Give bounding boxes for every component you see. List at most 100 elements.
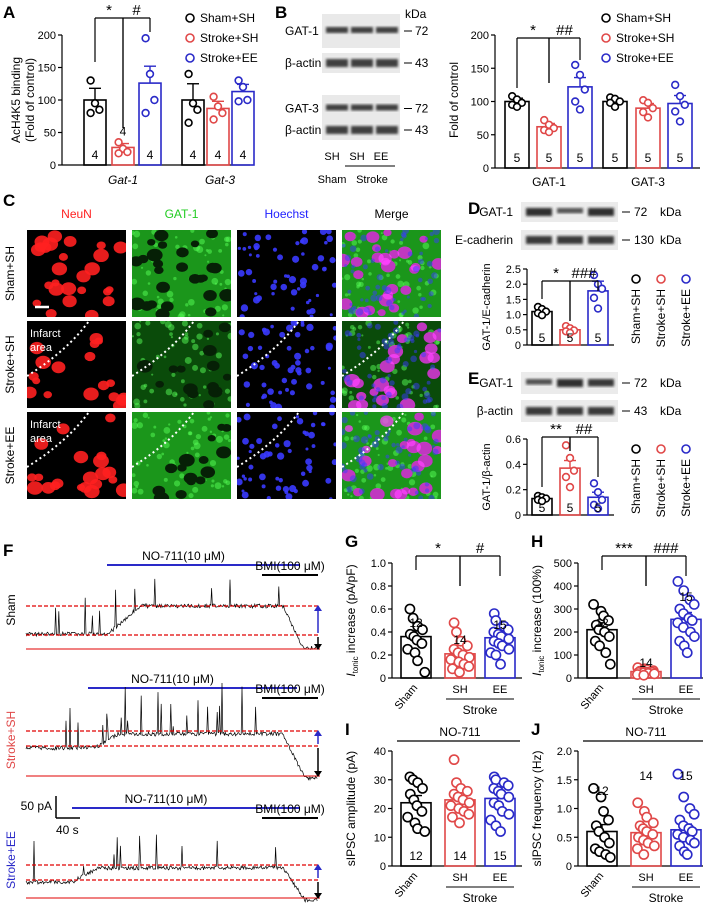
panel-i-1-n-label: 14	[453, 849, 467, 863]
panel-e-1-point	[565, 453, 575, 463]
panel-j-1-point	[648, 840, 660, 852]
gat1-speckle	[196, 322, 203, 329]
micrograph-content	[27, 412, 126, 499]
panel-b-2-0-n-label: 5	[577, 151, 584, 165]
panel-h-category: EE	[679, 684, 694, 696]
gat1-speckle	[358, 281, 364, 288]
hoechst-nucleus	[331, 459, 336, 466]
gat1-speckle	[380, 232, 383, 235]
panel-g-ylabel-rest: increase (pA/pF)	[344, 564, 358, 656]
panel-j-0-point	[603, 814, 614, 826]
gat1-speckle	[168, 423, 171, 426]
hoechst-nucleus	[402, 230, 409, 235]
panel-d-marker-label: 130	[634, 233, 654, 247]
gat1-speckle	[196, 333, 203, 340]
gat1-speckle	[185, 303, 189, 307]
panel-i-2-n-label: 15	[493, 849, 507, 863]
hoechst-nucleus	[428, 494, 435, 499]
gat1-speckle	[207, 417, 211, 421]
legend-marker	[631, 444, 641, 454]
neun-cell	[39, 242, 52, 253]
gat1-speckle	[191, 339, 196, 344]
panel-g-2-point	[490, 649, 502, 661]
gat1-speckle	[354, 468, 359, 474]
gat1-speckle	[175, 393, 178, 396]
hoechst-nucleus	[333, 442, 336, 447]
gat1-hole	[219, 289, 231, 302]
panel-b-1-1-n-label: 5	[645, 151, 652, 165]
hoechst-nucleus	[421, 352, 427, 358]
legend-label: Stroke+EE	[200, 51, 258, 65]
neun-cell	[400, 285, 412, 295]
arrow-head	[314, 605, 322, 611]
hoechst-nucleus	[321, 266, 327, 272]
hoechst-nucleus	[372, 290, 378, 296]
gat1-speckle	[370, 364, 377, 372]
panel-i-0-n-label: 12	[409, 849, 423, 863]
gat1-speckle	[344, 293, 349, 297]
panel-h-2-point	[672, 576, 684, 587]
panel-i-y-tick-label: 40	[374, 746, 386, 758]
gat1-speckle	[366, 465, 373, 472]
hoechst-nucleus	[362, 264, 368, 270]
panel-h-sig-sig-mark: ***	[615, 540, 633, 557]
hoechst-nucleus	[300, 322, 305, 327]
panel-b-1-0-point	[539, 115, 549, 125]
infarct-border	[132, 412, 195, 468]
gat1-hole	[146, 300, 158, 309]
legend-marker	[631, 274, 641, 284]
hoechst-nucleus	[239, 314, 245, 317]
gat1-speckle	[184, 356, 192, 364]
hoechst-nucleus	[421, 296, 426, 302]
panel-b-sig-sig-mark: ##	[556, 22, 573, 39]
panel-h-y-tick-label: 400	[554, 581, 572, 593]
legend-label: Sham+SH	[629, 459, 643, 514]
hoechst-nucleus	[304, 431, 310, 437]
gat1-speckle	[204, 254, 207, 257]
gat1-speckle	[222, 314, 225, 317]
panel-g-group-label: Stroke	[463, 703, 498, 717]
neun-cell	[73, 450, 89, 464]
gat1-speckle	[361, 334, 364, 337]
panel-h-ylabel-rest: increase (100%)	[530, 565, 544, 656]
panel-a-0-0-n-label: 4	[92, 148, 99, 162]
panel-e-2-n-label: 5	[595, 501, 602, 515]
legend-marker	[185, 33, 195, 43]
hoechst-nucleus	[304, 348, 310, 354]
panel-c: NeuN GAT-1 Hoechst Merge Sham+SH Stroke+SH Str…	[3, 207, 441, 499]
gat1-speckle	[224, 278, 231, 286]
panel-b-0-0-point	[512, 102, 522, 112]
panel-a-2-1-point	[234, 97, 243, 106]
hoechst-nucleus	[371, 383, 376, 388]
neun-cell	[105, 413, 116, 423]
hoechst-nucleus	[237, 478, 243, 486]
neun-cell	[27, 481, 43, 495]
gat1-speckle	[358, 420, 362, 423]
hoechst-nucleus	[425, 236, 429, 241]
panel-b-2-0-point	[575, 105, 585, 114]
gat1-speckle	[408, 379, 412, 384]
gat1-speckle	[153, 425, 157, 429]
neun-cell	[380, 259, 396, 273]
panel-j-title: NO-711	[625, 725, 666, 739]
gat1-speckle	[221, 485, 225, 488]
neun-cell	[387, 459, 398, 468]
panel-g-y-tick-label: 1.0	[371, 558, 386, 570]
panel-h-2-point	[688, 599, 700, 610]
neun-cell	[399, 398, 416, 408]
hoechst-nucleus	[401, 445, 405, 449]
panel-b-2-1-point	[675, 91, 685, 101]
neun-cell	[89, 478, 103, 490]
panel-c-col-label: GAT-1	[165, 207, 199, 221]
panel-d-marker-label: 72	[634, 205, 648, 219]
hoechst-nucleus	[325, 344, 333, 351]
gat1-speckle	[156, 295, 160, 299]
hoechst-nucleus	[399, 463, 406, 470]
hoechst-nucleus	[432, 230, 440, 236]
gat1-speckle	[201, 425, 208, 432]
infarct-border	[342, 412, 405, 468]
panel-e-2-point	[593, 488, 603, 497]
hoechst-nucleus	[267, 388, 274, 395]
hoechst-nucleus	[370, 294, 378, 302]
